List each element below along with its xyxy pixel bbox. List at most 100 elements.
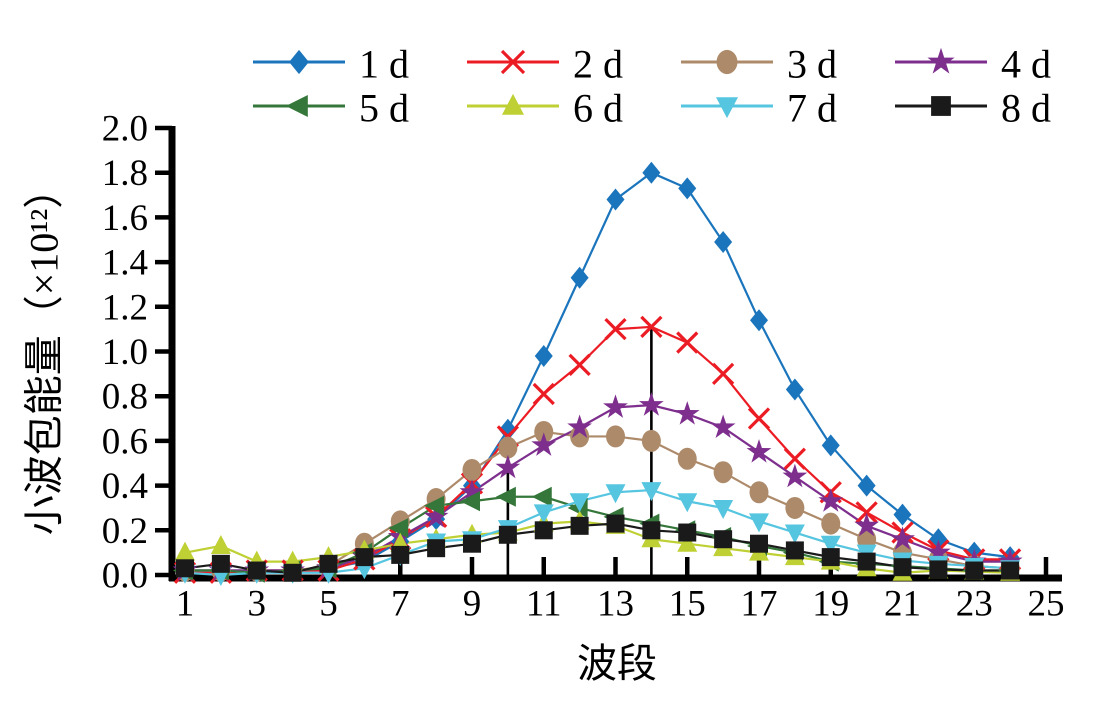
circle-marker [641, 429, 661, 452]
y-tick-label: 1.8 [102, 153, 148, 194]
star-marker [603, 394, 628, 418]
star-marker [710, 414, 736, 438]
x-tick-label: 3 [248, 584, 267, 625]
series-markers-2-d [173, 315, 1022, 584]
legend-item-8-d: 8 d [895, 86, 1051, 131]
square-marker [857, 552, 876, 571]
diamond-marker [750, 309, 768, 332]
legend-label: 8 d [1001, 86, 1051, 131]
x-marker [500, 49, 526, 75]
x-marker [747, 407, 771, 430]
y-tick-label: 0.4 [102, 466, 148, 507]
triangle-up-marker [502, 93, 524, 115]
legend-item-6-d: 6 d [467, 86, 623, 131]
triangle-left-marker [495, 486, 516, 507]
diamond-marker [498, 418, 517, 441]
x-tick-label: 17 [741, 584, 778, 625]
circle-marker [713, 461, 733, 484]
square-marker [929, 560, 948, 579]
y-axis-title: 小波包能量（×10¹²） [22, 169, 67, 536]
series-line-1-d [185, 171, 1011, 572]
square-marker [247, 561, 266, 580]
star-marker [854, 512, 879, 537]
legend-item-1-d: 1 d [253, 42, 409, 87]
star-marker [674, 401, 700, 425]
triangle-left-marker [424, 495, 445, 516]
legend-label: 1 d [359, 42, 409, 87]
circle-marker [677, 447, 697, 470]
x-axis-title: 波段 [577, 641, 657, 686]
diamond-marker [857, 474, 876, 497]
legend-label: 6 d [573, 86, 623, 131]
circle-marker [749, 481, 769, 504]
square-marker [821, 548, 840, 567]
x-marker [855, 501, 878, 524]
triangle-down-marker [641, 482, 662, 502]
y-tick-label: 0.6 [102, 421, 148, 462]
square-marker [355, 548, 374, 567]
x-tick-label: 15 [669, 584, 706, 625]
square-marker [606, 514, 625, 533]
square-marker [785, 541, 804, 560]
series-lines [184, 171, 1011, 577]
x-marker [568, 353, 591, 377]
legend-label: 5 d [359, 86, 409, 131]
diamond-marker [714, 230, 733, 253]
legend: 1 d 2 d 3 d 4 d 5 d 6 d 7 d 8 d [253, 42, 1051, 131]
triangle-down-marker [713, 499, 734, 519]
circle-marker [821, 512, 841, 535]
legend-item-4-d: 4 d [895, 42, 1051, 87]
x-tick-label: 9 [463, 584, 482, 625]
x-tick-label: 13 [597, 584, 634, 625]
x-tick-label: 25 [1028, 584, 1065, 625]
x-marker [640, 315, 663, 339]
diamond-marker [893, 503, 912, 526]
legend-label: 2 d [573, 42, 623, 87]
y-tick-label: 1.6 [102, 198, 148, 239]
series-line-5-d [185, 495, 1011, 574]
legend-item-7-d: 7 d [681, 86, 837, 131]
triangle-down-marker [569, 493, 590, 513]
square-marker [176, 559, 194, 578]
square-marker [678, 523, 697, 542]
legend-label: 4 d [1001, 42, 1051, 87]
square-marker [642, 521, 661, 540]
triangle-left-marker [388, 518, 409, 539]
star-marker [818, 488, 844, 512]
diamond-marker [606, 188, 625, 211]
square-marker [714, 530, 733, 549]
circle-marker [606, 425, 625, 448]
triangle-left-marker [285, 95, 308, 117]
diamond-marker [821, 434, 840, 457]
star-marker [639, 392, 664, 416]
triangle-left-marker [460, 491, 480, 512]
star-marker [423, 503, 449, 528]
diamond-marker [642, 161, 661, 184]
y-tick-label: 1.4 [102, 243, 148, 284]
legend-label: 3 d [787, 42, 837, 87]
triangle-down-marker [605, 484, 626, 504]
circle-marker [534, 420, 554, 443]
x-tick-label: 21 [884, 584, 921, 625]
y-tick-label: 2.0 [102, 109, 148, 150]
triangle-down-marker [533, 504, 554, 524]
x-axis-ticks: 1 3 5 7 9 11 13 15 17 19 21 23 25 [176, 557, 1065, 625]
star-marker [567, 414, 592, 438]
diamond-marker [678, 177, 697, 200]
circle-marker [498, 436, 518, 459]
series-markers-1-d [176, 161, 1020, 582]
triangle-down-marker [677, 493, 698, 513]
square-marker [427, 539, 446, 558]
diamond-marker [785, 378, 804, 401]
circle-marker [716, 49, 738, 75]
star-marker [459, 479, 485, 503]
star-marker [890, 526, 915, 550]
x-marker [676, 331, 699, 354]
triangle-up-marker [677, 532, 698, 552]
square-marker [391, 545, 410, 564]
diamond-marker [534, 344, 553, 367]
triangle-down-marker [749, 513, 769, 533]
series-markers-8-d [176, 514, 1020, 582]
legend-item-2-d: 2 d [467, 42, 623, 87]
square-marker [750, 534, 768, 553]
